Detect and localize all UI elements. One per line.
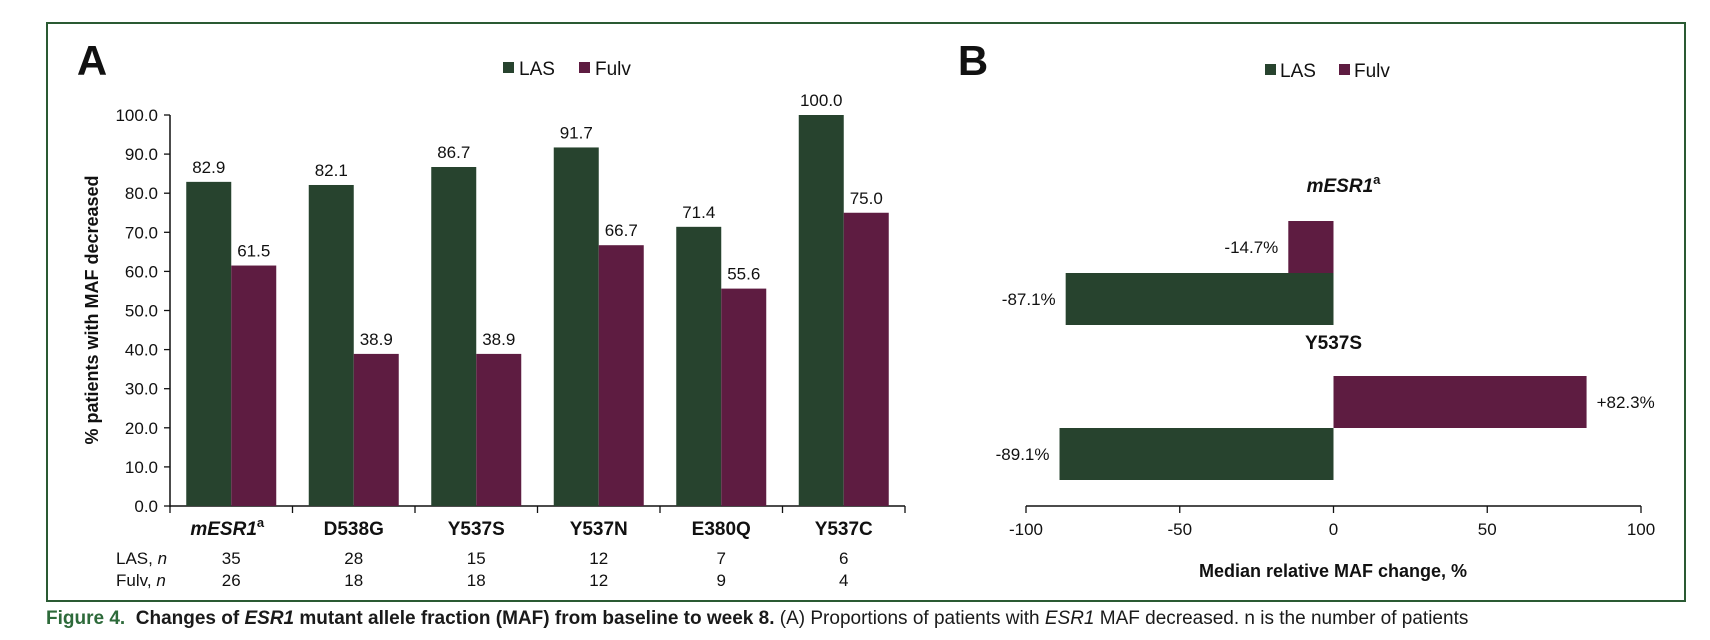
data-label-b-fulv-y537s: +82.3% xyxy=(1597,393,1655,412)
caption-title-part2: mutant allele fraction (MAF) from baseli… xyxy=(294,608,775,629)
legend-a-label-fulv: Fulv xyxy=(595,59,631,80)
data-label-a-las-d538g: 82.1 xyxy=(315,161,348,180)
data-label-a-fulv-y537n: 66.7 xyxy=(605,221,638,240)
data-label-a-las-mesr1: 82.9 xyxy=(192,158,225,177)
data-label-a-las-y537n: 91.7 xyxy=(560,123,593,142)
bar-b-fulv-y537s xyxy=(1333,376,1587,428)
legend-b-swatch-fulv xyxy=(1339,64,1350,75)
legend-b-label-las: LAS xyxy=(1280,61,1316,82)
bar-b-las-mesr1 xyxy=(1065,273,1334,325)
panel-a-y-tick-label: 0.0 xyxy=(134,497,158,516)
panel-a-y-tick-label: 70.0 xyxy=(125,223,158,242)
panel-b-x-tick-label: 100 xyxy=(1627,520,1655,539)
n-value-fulv-y537n: 12 xyxy=(589,571,608,590)
n-row-label-italic: n xyxy=(156,571,165,590)
bar-a-las-y537c xyxy=(798,115,844,506)
data-label-a-fulv-e380q: 55.6 xyxy=(727,265,760,284)
bar-a-fulv-mesr1 xyxy=(231,265,277,506)
caption-text-part2: MAF decreased. n is the number of patien… xyxy=(1094,608,1469,629)
legend-b-swatch-las xyxy=(1265,64,1276,75)
panel-a-y-tick-label: 50.0 xyxy=(125,302,158,321)
figure-label: Figure 4. xyxy=(46,608,126,629)
n-value-fulv-d538g: 18 xyxy=(344,571,363,590)
panel-a-y-tick-label: 30.0 xyxy=(125,380,158,399)
data-label-b-fulv-mesr1: -14.7% xyxy=(1224,238,1278,257)
category-label-mesr1: mESR1a xyxy=(190,515,265,540)
data-label-a-fulv-mesr1: 61.5 xyxy=(237,242,270,261)
n-value-fulv-y537s: 18 xyxy=(467,571,486,590)
bar-a-fulv-y537c xyxy=(843,212,889,506)
bar-a-fulv-d538g xyxy=(353,353,399,506)
data-label-a-las-y537s: 86.7 xyxy=(437,143,470,162)
n-value-las-d538g: 28 xyxy=(344,549,363,568)
caption-title-gene: ESR1 xyxy=(244,608,295,629)
n-value-las-mesr1: 35 xyxy=(222,549,241,568)
panel-b-x-tick-label: -50 xyxy=(1167,520,1192,539)
category-label-y537s: Y537S xyxy=(448,519,505,540)
legend-b-label-fulv: Fulv xyxy=(1354,61,1390,82)
panel-a-y-tick-label: 10.0 xyxy=(125,458,158,477)
data-label-b-las-mesr1: -87.1% xyxy=(1002,290,1056,309)
n-value-las-e380q: 7 xyxy=(717,549,726,568)
group-title-superscript: a xyxy=(1373,172,1381,187)
category-label-y537c: Y537C xyxy=(815,519,873,540)
data-label-a-fulv-d538g: 38.9 xyxy=(360,330,393,349)
panel-a-y-tick-label: 40.0 xyxy=(125,341,158,360)
panel-b-x-tick-label: 0 xyxy=(1329,520,1338,539)
bar-b-las-y537s xyxy=(1059,428,1334,480)
figure-svg: A LAS Fulv 0.0 10.0 20.0 30.0 40.0 50.0 60.0 70.0 8… xyxy=(77,37,1655,590)
panel-a-y-tick-label: 20.0 xyxy=(125,419,158,438)
panel-b-x-axis-title: Median relative MAF change, % xyxy=(1199,561,1467,581)
category-label-d538g: D538G xyxy=(324,519,384,540)
panel-a-letter: A xyxy=(77,37,107,84)
n-value-fulv-y537c: 4 xyxy=(839,571,848,590)
n-value-las-y537c: 6 xyxy=(839,549,848,568)
bar-a-fulv-y537n xyxy=(598,245,644,506)
caption-title-part1: Changes of xyxy=(135,608,245,629)
bar-a-las-e380q xyxy=(676,226,722,507)
figure-frame xyxy=(46,22,1686,602)
data-label-b-las-y537s: -89.1% xyxy=(996,445,1050,464)
caption-text-gene: ESR1 xyxy=(1044,608,1095,629)
panel-a-y-tick-label: 90.0 xyxy=(125,145,158,164)
n-value-las-y537s: 15 xyxy=(467,549,486,568)
n-row-label-italic: n xyxy=(158,549,167,568)
data-label-a-fulv-y537c: 75.0 xyxy=(850,189,883,208)
bar-a-las-y537n xyxy=(553,147,599,506)
n-row-label-las: LAS, n xyxy=(116,549,167,568)
n-value-fulv-mesr1: 26 xyxy=(222,571,241,590)
group-title-y537s: Y537S xyxy=(1305,333,1362,354)
category-label-e380q: E380Q xyxy=(692,519,751,540)
panel-a-y-tick-label: 100.0 xyxy=(115,106,158,125)
category-superscript: a xyxy=(257,515,265,530)
panel-a-y-axis-title: % patients with MAF decreased xyxy=(82,175,102,444)
panel-b-letter: B xyxy=(958,37,988,84)
bar-a-fulv-e380q xyxy=(721,288,767,506)
category-label-y537n: Y537N xyxy=(570,519,628,540)
panel-b-x-tick-label: 50 xyxy=(1478,520,1497,539)
data-label-a-las-y537c: 100.0 xyxy=(800,91,843,110)
legend-a-swatch-las xyxy=(503,62,514,73)
bar-b-fulv-mesr1 xyxy=(1288,221,1334,273)
n-value-las-y537n: 12 xyxy=(589,549,608,568)
panel-b-x-tick-label: -100 xyxy=(1009,520,1043,539)
legend-a-swatch-fulv xyxy=(579,62,590,73)
caption-text-part1: (A) Proportions of patients with xyxy=(774,608,1045,629)
bar-a-las-d538g xyxy=(308,184,354,506)
bar-a-fulv-y537s xyxy=(476,353,522,506)
bar-a-las-y537s xyxy=(431,167,477,507)
panel-a-y-tick-label: 80.0 xyxy=(125,184,158,203)
figure-caption: Figure 4. Changes of ESR1 mutant allele … xyxy=(46,608,1706,630)
panel-a-y-tick-label: 60.0 xyxy=(125,262,158,281)
data-label-a-las-e380q: 71.4 xyxy=(682,203,715,222)
n-row-label-fulv: Fulv, n xyxy=(116,571,166,590)
n-value-fulv-e380q: 9 xyxy=(717,571,726,590)
group-title-mesr1: mESR1a xyxy=(1307,172,1382,197)
bar-a-las-mesr1 xyxy=(186,181,232,506)
legend-a-label-las: LAS xyxy=(519,59,555,80)
data-label-a-fulv-y537s: 38.9 xyxy=(482,330,515,349)
